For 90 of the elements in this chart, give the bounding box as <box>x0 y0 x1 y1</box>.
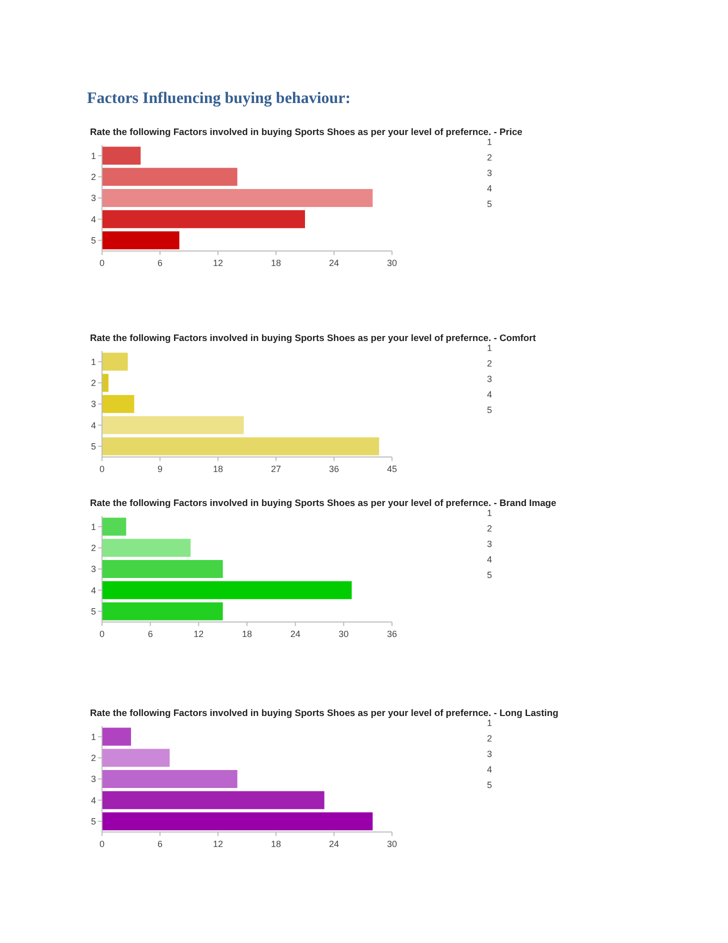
x-tick-label: 18 <box>212 464 224 474</box>
text: 5 <box>487 405 492 415</box>
text: 1 <box>487 137 492 147</box>
text: 2 <box>487 734 492 744</box>
text: 3 <box>487 168 492 178</box>
y-tick-label: 5 <box>90 441 96 452</box>
bar <box>102 812 373 830</box>
y-tick-label: 2 <box>90 172 96 182</box>
chart-title: Rate the following Factors involved in buying Sports Shoes as per your level of prefernce. - Long Lasting <box>90 707 559 718</box>
y-tick-label: 5 <box>90 606 96 616</box>
bar <box>102 560 223 578</box>
y-tick-label: 1 <box>90 522 96 532</box>
bar <box>102 395 134 413</box>
text: 4 <box>487 764 492 774</box>
y-tick-label: 1 <box>90 150 96 161</box>
text: 2 <box>487 152 492 162</box>
bar <box>102 770 238 788</box>
x-tick-label: 30 <box>386 258 398 268</box>
y-tick-label: 2 <box>90 378 96 388</box>
chart-title: Rate the following Factors involved in buying Sports Shoes as per your level of prefernce. - Comfort <box>90 332 536 343</box>
y-tick-label: 2 <box>90 542 96 553</box>
x-tick-label: 18 <box>270 839 282 849</box>
text: 4 <box>487 554 492 564</box>
y-tick-label: 3 <box>90 193 96 204</box>
x-tick-label: 0 <box>99 629 105 639</box>
x-tick-label: 24 <box>328 258 340 268</box>
y-tick-label: 4 <box>90 420 96 430</box>
bar <box>102 352 128 371</box>
x-tick-label: 18 <box>242 629 252 639</box>
text: 5 <box>487 570 492 580</box>
bar <box>102 416 244 434</box>
text: 2 <box>487 524 492 534</box>
x-tick-label: 24 <box>328 839 340 849</box>
text: 4 <box>487 184 492 194</box>
y-tick-label: 5 <box>90 816 96 826</box>
x-tick-label: 12 <box>212 258 224 268</box>
bar <box>102 581 352 600</box>
y-tick-label: 4 <box>90 214 96 224</box>
x-tick-label: 36 <box>386 629 398 639</box>
bar <box>102 146 141 165</box>
text: 3 <box>487 374 492 384</box>
text: 1 <box>487 343 492 353</box>
y-tick-label: 1 <box>90 732 96 742</box>
bar <box>102 210 305 228</box>
x-tick-label: 6 <box>157 839 163 849</box>
x-tick-label: 18 <box>270 258 282 268</box>
text: 5 <box>487 199 492 209</box>
text: 2 <box>487 358 492 368</box>
bar <box>102 748 170 767</box>
text: 1 <box>487 718 492 728</box>
x-tick-label: 6 <box>148 629 153 639</box>
chart-title: Rate the following Factors involved in buying Sports Shoes as per your level of prefernce. - Brand Image <box>90 497 556 508</box>
text: 4 <box>487 390 492 400</box>
x-tick-label: 6 <box>157 258 163 268</box>
y-tick-label: 4 <box>90 585 96 596</box>
x-tick-label: 0 <box>99 258 105 268</box>
x-tick-label: 12 <box>212 839 224 849</box>
bar <box>102 168 238 186</box>
y-tick-label: 2 <box>90 752 96 763</box>
x-tick-label: 12 <box>194 629 204 639</box>
x-tick-label: 45 <box>386 464 398 474</box>
chart-title: Rate the following Factors involved in buying Sports Shoes as per your level of prefernce. - Price <box>90 126 522 137</box>
bar <box>102 518 126 536</box>
bar <box>102 602 223 620</box>
bar <box>102 791 324 810</box>
text: 3 <box>487 539 492 549</box>
bar <box>102 538 191 557</box>
y-tick-label: 5 <box>90 235 96 246</box>
x-tick-label: 0 <box>99 839 105 849</box>
bar <box>102 374 108 392</box>
bar <box>102 189 373 207</box>
y-tick-label: 4 <box>90 795 96 806</box>
x-tick-label: 30 <box>386 839 398 849</box>
x-tick-label: 0 <box>99 464 105 474</box>
text: 5 <box>487 780 492 790</box>
y-tick-label: 1 <box>90 356 96 367</box>
y-tick-label: 3 <box>90 564 96 574</box>
text: 3 <box>487 749 492 759</box>
y-tick-label: 3 <box>90 774 96 784</box>
x-tick-label: 24 <box>290 629 300 639</box>
bar <box>102 231 180 250</box>
chart-subtitle: Factors Influencing buying behaviour: <box>87 90 351 107</box>
x-tick-label: 9 <box>157 464 163 474</box>
x-tick-label: 36 <box>328 464 340 474</box>
bar <box>102 728 131 746</box>
bar <box>102 437 380 456</box>
x-tick-label: 27 <box>270 464 282 474</box>
y-tick-label: 3 <box>90 399 96 410</box>
x-tick-label: 30 <box>338 629 349 639</box>
text: 1 <box>487 508 492 518</box>
